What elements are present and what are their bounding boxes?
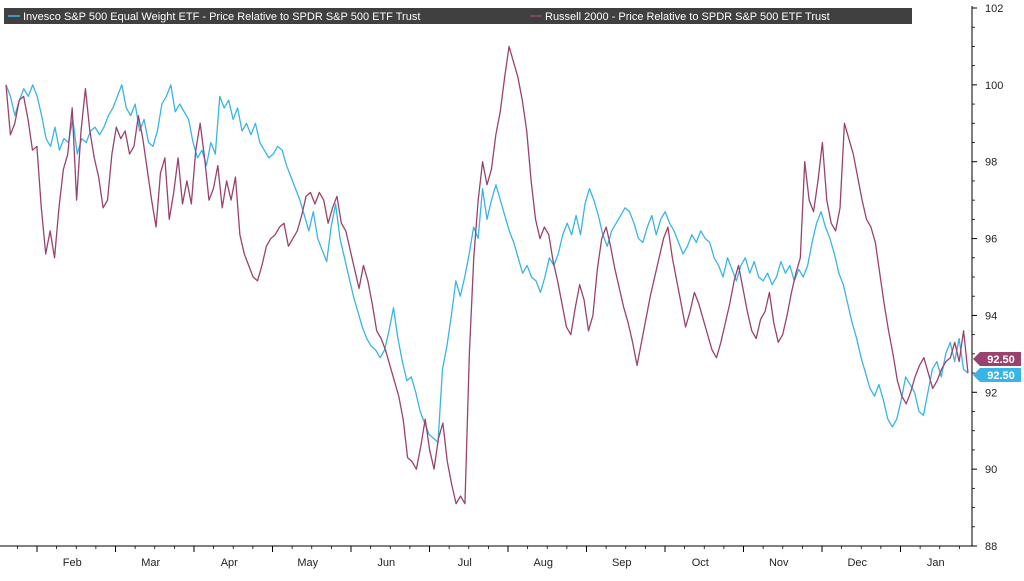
y-tick-label: 94: [985, 310, 997, 322]
y-tick-label: 100: [985, 80, 1003, 92]
y-tick-label: 102: [985, 3, 1003, 15]
y-tick-label: 88: [985, 541, 997, 553]
last-value-badge-0: [973, 368, 1021, 382]
last-value-label-1: 92.50: [987, 354, 1015, 366]
axes-layer: 88 90 92 94 96 98 100 102 Feb Mar Apr May Jun Jul Aug S…: [0, 3, 1003, 569]
x-tick-label: Aug: [533, 557, 553, 569]
y-tick-label: 90: [985, 464, 997, 476]
series-layer: [5, 45, 969, 505]
x-tick-label: Apr: [221, 557, 238, 569]
y-tick-label: 98: [985, 157, 997, 169]
x-tick-label: Mar: [141, 557, 160, 569]
x-tick-label: Feb: [63, 557, 82, 569]
x-tick-label: Nov: [769, 557, 789, 569]
last-value-badge-1: [973, 352, 1021, 366]
legend-label-series-0: Invesco S&P 500 Equal Weight ETF - Price…: [23, 11, 420, 23]
x-tick-label: Dec: [847, 557, 867, 569]
legend-background: [4, 8, 912, 24]
series-line-1: [5, 45, 969, 505]
legend-label-series-1: Russell 2000 - Price Relative to SPDR S&…: [545, 11, 830, 23]
x-tick-label: Oct: [692, 557, 709, 569]
x-tick-label: Sep: [612, 557, 632, 569]
series-line-0: [5, 84, 969, 443]
x-tick-label: May: [297, 557, 318, 569]
legend: Invesco S&P 500 Equal Weight ETF - Price…: [4, 8, 912, 24]
x-tick-label: Jan: [927, 557, 945, 569]
last-value-badges: 92.50 92.50: [973, 352, 1021, 382]
y-tick-label: 96: [985, 234, 997, 246]
x-tick-label: Jun: [377, 557, 395, 569]
y-tick-label: 92: [985, 387, 997, 399]
last-value-label-0: 92.50: [987, 370, 1015, 382]
x-tick-label: Jul: [458, 557, 472, 569]
